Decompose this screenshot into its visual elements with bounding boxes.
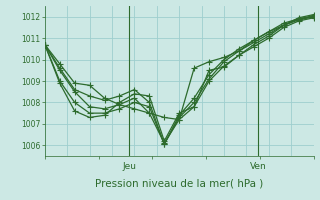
X-axis label: Pression niveau de la mer( hPa ): Pression niveau de la mer( hPa ): [95, 178, 263, 188]
Text: Jeu: Jeu: [123, 162, 136, 171]
Text: Ven: Ven: [250, 162, 267, 171]
